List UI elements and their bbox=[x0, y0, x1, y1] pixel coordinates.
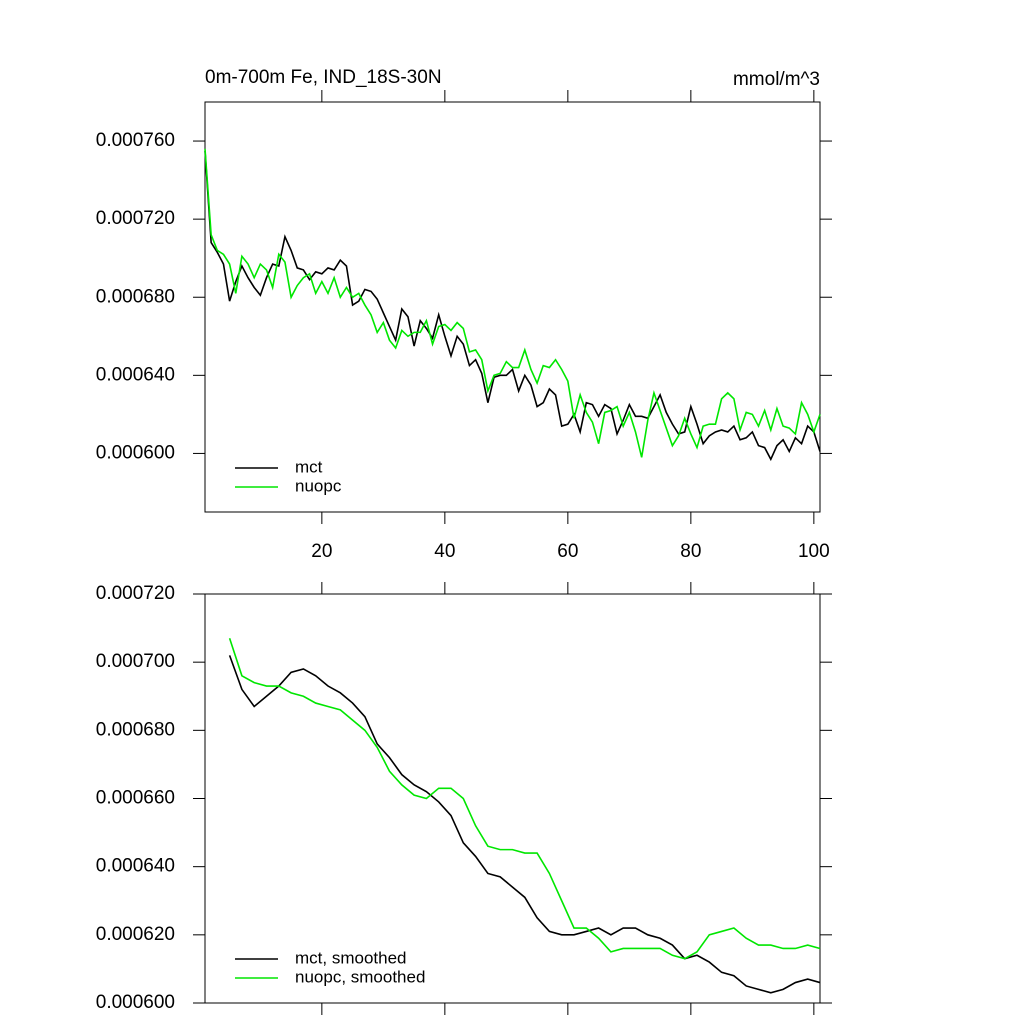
plot-frame bbox=[204, 101, 821, 513]
x-tick-label: 40 bbox=[434, 541, 455, 562]
y-tick-label: 0.000760 bbox=[96, 130, 175, 151]
legend-label: nuopc, smoothed bbox=[295, 967, 425, 986]
y-tick-label: 0.000600 bbox=[96, 442, 175, 463]
x-tick-label: 20 bbox=[311, 541, 332, 562]
x-tick-label: 80 bbox=[680, 541, 701, 562]
legend-label: nuopc bbox=[295, 476, 342, 495]
y-tick-label: 0.000700 bbox=[96, 651, 175, 672]
y-tick-label: 0.000720 bbox=[96, 583, 175, 604]
chart-units: mmol/m^3 bbox=[733, 69, 820, 90]
y-tick-label: 0.000640 bbox=[96, 856, 175, 877]
y-tick-label: 0.000620 bbox=[96, 924, 175, 945]
plot-frame bbox=[204, 593, 821, 1004]
y-tick-label: 0.000600 bbox=[96, 992, 175, 1013]
y-tick-label: 0.000660 bbox=[96, 788, 175, 809]
chart-title: 0m-700m Fe, IND_18S-30N bbox=[205, 67, 442, 88]
series-line bbox=[228, 655, 821, 994]
x-tick-label: 60 bbox=[557, 541, 578, 562]
series-line bbox=[204, 148, 821, 458]
y-tick-label: 0.000680 bbox=[96, 719, 175, 740]
legend-label: mct, smoothed bbox=[295, 948, 407, 967]
legend-label: mct bbox=[295, 457, 323, 476]
y-tick-label: 0.000720 bbox=[96, 208, 175, 229]
y-tick-label: 0.000640 bbox=[96, 364, 175, 385]
series-line bbox=[204, 150, 821, 462]
series-line bbox=[228, 638, 821, 960]
x-tick-label: 100 bbox=[798, 541, 830, 562]
y-tick-label: 0.000680 bbox=[96, 286, 175, 307]
